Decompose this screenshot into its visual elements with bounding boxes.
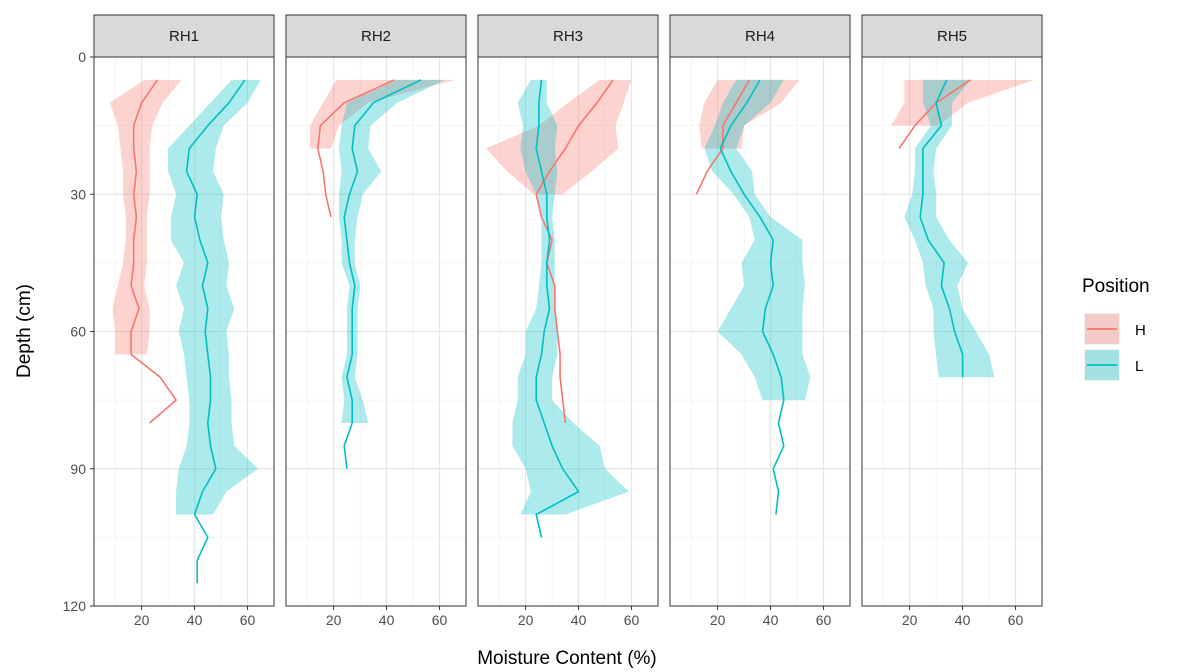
x-tick-label: 40: [955, 612, 971, 628]
panel-border-rh2: [285, 56, 467, 607]
legend-item-l: L: [1084, 349, 1143, 381]
x-tick-label: 60: [624, 612, 640, 628]
legend-item-h: H: [1084, 313, 1146, 345]
facet-panels: RH1 20 40 60 RH2 20 40 60 RH3 20 40 60 RH4 20 40 60 RH5 2…: [93, 14, 1043, 628]
x-axis-title: Moisture Content (%): [477, 648, 657, 669]
line-rh2-l: [343, 79, 422, 469]
line-rh5-h: [898, 79, 971, 149]
legend-label: L: [1135, 358, 1143, 375]
ribbon-rh2-h: [309, 79, 456, 149]
x-tick-label: 20: [326, 612, 342, 628]
x-tick-label: 40: [763, 612, 779, 628]
line-rh1-l: [185, 79, 246, 584]
ribbon-rh4-h: [699, 79, 800, 149]
ribbon-rh5-h: [891, 79, 1035, 126]
strip-rh5: [861, 14, 1043, 58]
line-rh3-l: [535, 79, 580, 538]
x-tick-label: 60: [816, 612, 832, 628]
strip-rh1: [93, 14, 275, 58]
y-axis: 0 30 60 90 120: [63, 49, 94, 614]
x-tick-label: 40: [571, 612, 587, 628]
strip-rh4: [669, 14, 851, 58]
panel-border-rh3: [477, 56, 659, 607]
line-rh4-l: [719, 79, 785, 515]
legend: Position HL: [1082, 276, 1150, 381]
strip-label-rh4: RH4: [745, 28, 775, 45]
x-tick-label: 60: [432, 612, 448, 628]
x-tick-label: 60: [1008, 612, 1024, 628]
ribbon-rh1-l: [168, 79, 261, 515]
ribbon-rh4-l: [704, 79, 811, 401]
panel-border-rh4: [669, 56, 851, 607]
ribbon-rh2-l: [338, 79, 445, 424]
ribbon-rh3-h: [485, 79, 632, 195]
x-tick-label: 40: [379, 612, 395, 628]
panel-border-rh5: [861, 56, 1043, 607]
y-tick-label: 120: [63, 598, 87, 614]
strip-rh3: [477, 14, 659, 58]
legend-title: Position: [1082, 276, 1150, 297]
line-rh1-h: [130, 79, 177, 424]
ribbon-rh1-h: [109, 79, 182, 355]
x-tick-label: 60: [240, 612, 256, 628]
x-tick-label: 20: [710, 612, 726, 628]
x-tick-label: 20: [902, 612, 918, 628]
ribbon-rh5-l: [904, 79, 995, 378]
x-tick-label: 40: [187, 612, 203, 628]
line-rh2-h: [316, 79, 395, 218]
y-tick-label: 30: [70, 186, 86, 202]
x-tick-label: 20: [134, 612, 150, 628]
ribbon-rh3-l: [512, 79, 629, 515]
panel-rh5: RH5 20 40 60: [861, 14, 1043, 628]
strip-label-rh5: RH5: [937, 28, 967, 45]
panel-rh4: RH4 20 40 60: [669, 14, 851, 628]
strip-label-rh2: RH2: [361, 28, 391, 45]
panel-rh3: RH3 20 40 60: [477, 14, 659, 628]
strip-rh2: [285, 14, 467, 58]
panel-rh2: RH2 20 40 60: [285, 14, 467, 628]
legend-label: H: [1135, 322, 1146, 339]
legend-keys: HL: [1084, 313, 1146, 381]
panel-rh1: RH1 20 40 60: [93, 14, 275, 628]
line-rh3-h: [535, 79, 614, 424]
strip-label-rh3: RH3: [553, 28, 583, 45]
y-tick-label: 60: [70, 324, 86, 340]
line-rh4-h: [695, 79, 751, 195]
y-tick-label: 90: [70, 461, 86, 477]
y-tick-label: 0: [78, 49, 86, 65]
y-axis-title: Depth (cm): [14, 284, 35, 378]
strip-label-rh1: RH1: [169, 28, 199, 45]
line-rh5-l: [919, 79, 964, 378]
x-tick-label: 20: [518, 612, 534, 628]
